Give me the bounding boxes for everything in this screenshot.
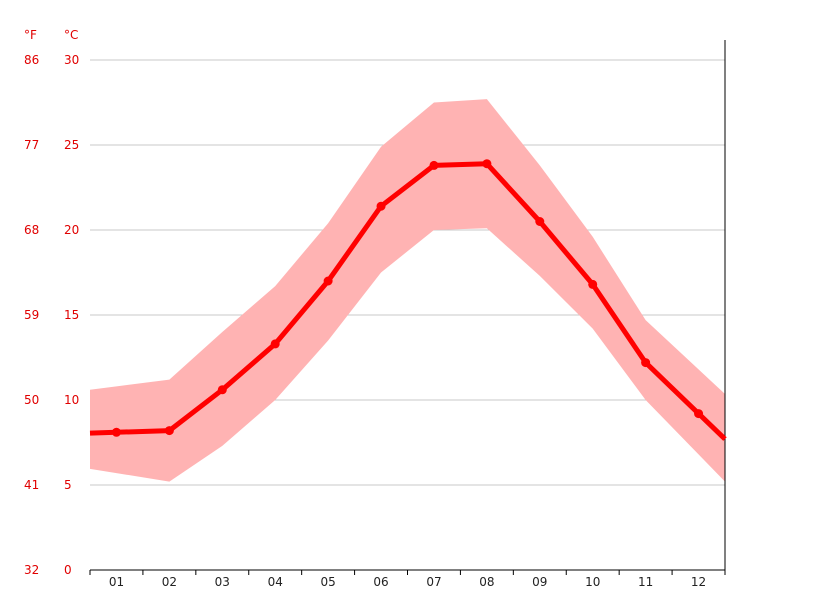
ytick-celsius-5: 5 (64, 478, 72, 492)
xtick-08: 08 (479, 575, 494, 589)
data-point-08 (482, 159, 492, 169)
xtick-06: 06 (373, 575, 388, 589)
xtick-10: 10 (585, 575, 600, 589)
data-point-01 (111, 427, 121, 437)
data-point-02 (164, 426, 174, 436)
data-point-04 (270, 339, 280, 349)
xtick-03: 03 (215, 575, 230, 589)
xtick-01: 01 (109, 575, 124, 589)
ytick-fahrenheit-77: 77 (24, 138, 39, 152)
ytick-fahrenheit-32: 32 (24, 563, 39, 577)
xtick-09: 09 (532, 575, 547, 589)
ytick-fahrenheit-41: 41 (24, 478, 39, 492)
ytick-celsius-0: 0 (64, 563, 72, 577)
axis-layer (89, 40, 726, 575)
ytick-celsius-15: 15 (64, 308, 79, 322)
ytick-celsius-20: 20 (64, 223, 79, 237)
ytick-fahrenheit-50: 50 (24, 393, 39, 407)
data-point-09 (535, 217, 545, 226)
ytick-celsius-25: 25 (64, 138, 79, 152)
ytick-celsius-10: 10 (64, 393, 79, 407)
xtick-12: 12 (691, 575, 706, 589)
ytick-fahrenheit-86: 86 (24, 53, 39, 67)
data-point-11 (641, 358, 651, 368)
celsius-unit-label: °C (64, 28, 78, 42)
data-point-07 (429, 160, 439, 170)
data-point-10 (588, 279, 598, 289)
label-layer: °F °C 0 32 5 41 10 50 15 59 20 68 25 77 30 86 01 02 03 04… (24, 28, 706, 589)
xtick-04: 04 (268, 575, 283, 589)
data-point-12 (694, 409, 704, 419)
fahrenheit-unit-label: °F (24, 28, 37, 42)
xtick-11: 11 (638, 575, 653, 589)
band-layer (90, 99, 725, 482)
ytick-fahrenheit-59: 59 (24, 308, 39, 322)
ytick-celsius-30: 30 (64, 53, 79, 67)
data-point-03 (217, 385, 227, 395)
data-point-05 (323, 276, 333, 286)
xtick-02: 02 (162, 575, 177, 589)
temperature-range-band (90, 99, 725, 482)
ytick-fahrenheit-68: 68 (24, 223, 39, 237)
xtick-05: 05 (320, 575, 335, 589)
line-layer (89, 159, 727, 441)
xtick-07: 07 (426, 575, 441, 589)
average-temperature-line (89, 161, 727, 441)
data-point-06 (376, 201, 386, 211)
